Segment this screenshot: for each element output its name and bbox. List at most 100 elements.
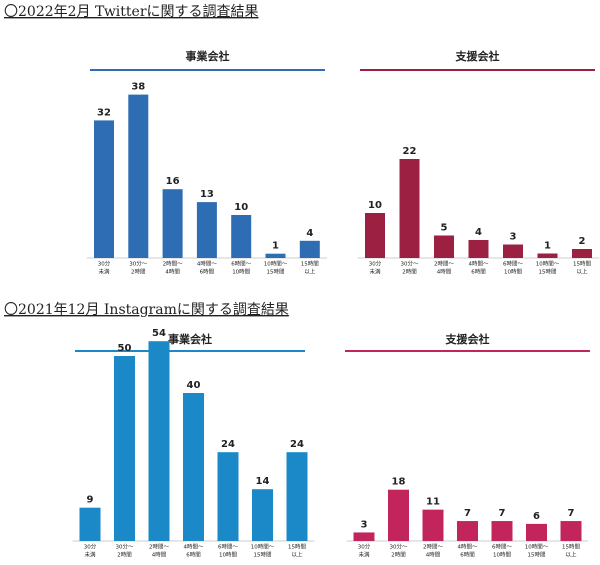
bar — [399, 159, 420, 258]
bar — [79, 507, 101, 541]
value-label: 3 — [361, 519, 368, 530]
x-tick-label: 10時間 — [232, 268, 250, 276]
bar — [94, 120, 114, 259]
x-tick-label: 4時間～ — [197, 260, 217, 268]
x-tick-label: 30分 — [98, 260, 111, 268]
bar — [422, 509, 444, 541]
x-tick-label: 30分～ — [116, 543, 134, 551]
bar — [503, 244, 523, 258]
x-tick-label: 4時間 — [437, 268, 452, 276]
x-tick-label: 10時間～ — [251, 543, 275, 551]
value-label: 10 — [368, 200, 382, 211]
x-tick-label: 30分～ — [401, 260, 419, 268]
value-label: 9 — [87, 495, 94, 506]
value-label: 14 — [256, 476, 270, 487]
bar — [286, 452, 308, 541]
x-tick-label: 未満 — [98, 268, 110, 276]
x-tick-label: 2時間～ — [434, 260, 454, 268]
x-tick-label: 4時間 — [426, 551, 441, 559]
chart-title: 事業会社 — [168, 332, 212, 346]
chart-title: 支援会社 — [445, 332, 490, 346]
x-tick-label: 30分 — [84, 543, 97, 551]
bar — [457, 521, 478, 541]
bar — [265, 253, 286, 258]
bar — [365, 213, 385, 258]
bar — [299, 240, 320, 258]
value-label: 50 — [118, 343, 132, 354]
x-tick-label: 以上 — [291, 551, 303, 559]
x-tick-label: 未満 — [358, 551, 370, 559]
x-tick-label: 以上 — [304, 268, 316, 276]
value-label: 38 — [131, 82, 145, 93]
x-tick-label: 2時間～ — [423, 543, 443, 551]
x-tick-label: 15時間 — [528, 551, 546, 559]
value-label: 54 — [152, 328, 166, 339]
x-tick-label: 6時間～ — [503, 260, 523, 268]
x-tick-label: 6時間 — [186, 551, 201, 559]
x-tick-label: 30分 — [369, 260, 382, 268]
x-tick-label: 15時間 — [288, 543, 306, 551]
x-tick-label: 30分～ — [129, 260, 147, 268]
x-tick-label: 10時間 — [493, 551, 511, 559]
x-tick-label: 10時間 — [219, 551, 237, 559]
bar — [162, 189, 183, 258]
x-tick-label: 2時間 — [117, 551, 132, 559]
x-tick-label: 4時間～ — [458, 543, 478, 551]
bar — [537, 253, 558, 258]
x-tick-label: 15時間 — [301, 260, 319, 268]
value-label: 1 — [544, 241, 551, 252]
x-tick-label: 10時間～ — [536, 260, 560, 268]
x-tick-label: 6時間～ — [231, 260, 251, 268]
x-tick-label: 30分 — [358, 543, 371, 551]
value-label: 18 — [392, 477, 406, 488]
x-tick-label: 2時間 — [131, 268, 146, 276]
value-label: 4 — [306, 228, 313, 239]
x-tick-label: 6時間 — [200, 268, 215, 276]
value-label: 7 — [568, 508, 575, 519]
value-label: 7 — [464, 508, 471, 519]
bar — [353, 532, 375, 541]
x-tick-label: 10時間～ — [264, 260, 288, 268]
x-tick-label: 6時間～ — [492, 543, 512, 551]
section-heading: 〇2022年2月 Twitterに関する調査結果 — [4, 4, 259, 20]
value-label: 7 — [499, 508, 506, 519]
x-tick-label: 以上 — [565, 551, 577, 559]
bar — [468, 240, 489, 258]
value-label: 1 — [272, 241, 279, 252]
value-label: 6 — [533, 511, 540, 522]
chart-title: 事業会社 — [186, 49, 230, 63]
value-label: 16 — [166, 176, 180, 187]
section-heading: 〇2021年12月 Instagramに関する調査結果 — [4, 302, 289, 318]
x-tick-label: 4時間～ — [184, 543, 204, 551]
bar — [526, 523, 547, 541]
x-tick-label: 4時間 — [152, 551, 167, 559]
x-tick-label: 2時間 — [402, 268, 417, 276]
bar — [217, 452, 239, 541]
value-label: 10 — [234, 202, 248, 213]
x-tick-label: 6時間～ — [218, 543, 238, 551]
chart-title: 支援会社 — [455, 49, 500, 63]
x-tick-label: 15時間 — [573, 260, 591, 268]
value-label: 3 — [510, 232, 517, 243]
value-label: 5 — [441, 223, 448, 234]
value-label: 13 — [200, 189, 214, 200]
value-label: 24 — [290, 439, 304, 450]
bar — [128, 94, 149, 258]
value-label: 32 — [97, 107, 111, 118]
bar — [491, 521, 513, 541]
x-tick-label: 未満 — [369, 268, 381, 276]
x-tick-label: 4時間 — [165, 268, 180, 276]
bar — [148, 341, 170, 541]
x-tick-label: 2時間 — [391, 551, 406, 559]
bar — [388, 489, 409, 541]
x-tick-label: 15時間 — [562, 543, 580, 551]
bar — [560, 521, 582, 541]
x-tick-label: 4時間～ — [469, 260, 489, 268]
x-tick-label: 15時間 — [267, 268, 285, 276]
x-tick-label: 10時間～ — [525, 543, 549, 551]
x-tick-label: 2時間～ — [149, 543, 169, 551]
x-tick-label: 6時間 — [460, 551, 475, 559]
x-tick-label: 15時間 — [254, 551, 272, 559]
value-label: 2 — [579, 236, 586, 247]
